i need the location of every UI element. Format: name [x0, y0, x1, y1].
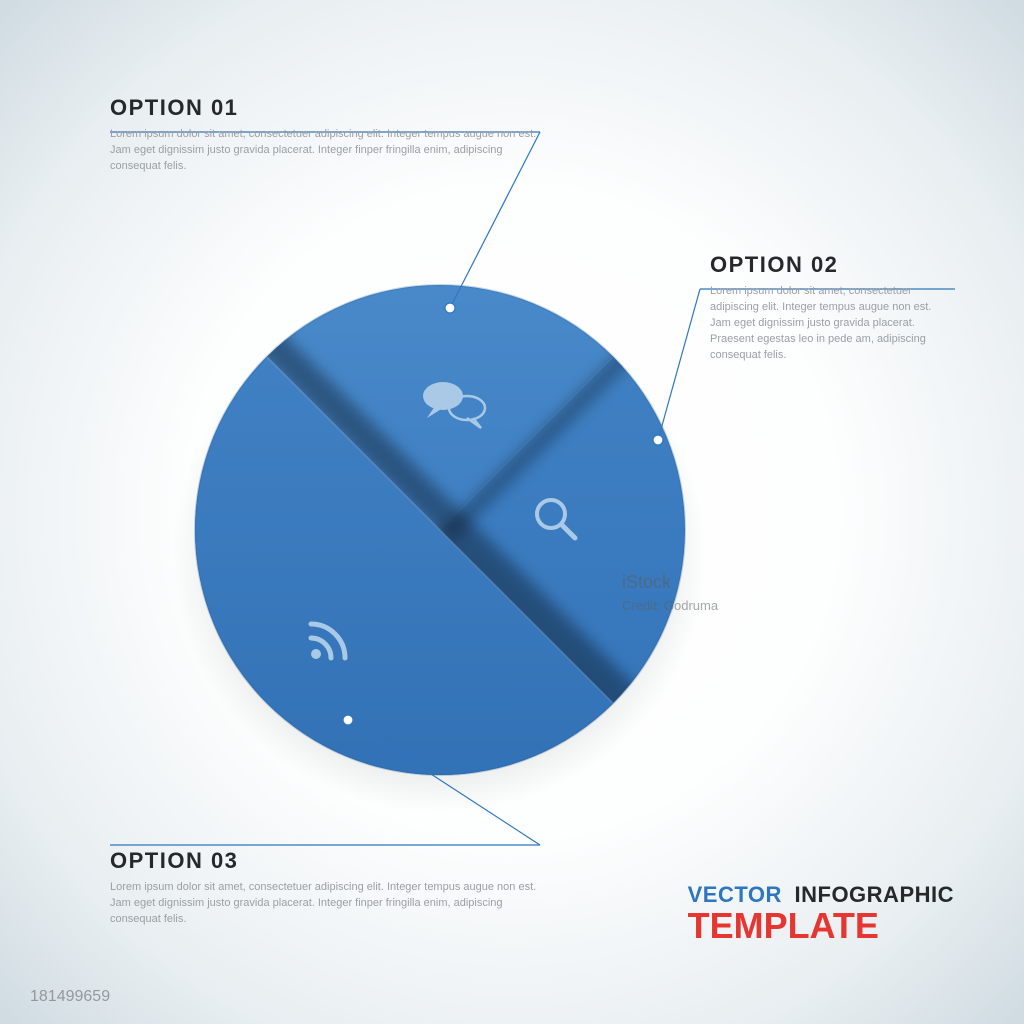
option-title: OPTION 03: [110, 848, 540, 874]
watermark-id: 181499659: [30, 988, 110, 1006]
option-title: OPTION 02: [710, 252, 955, 278]
pie-disc: [22, 120, 852, 950]
option-body: Lorem ipsum dolor sit amet, consectetuer…: [110, 880, 540, 928]
brand-word-1: VECTOR: [688, 882, 782, 907]
option-body: Lorem ipsum dolor sit amet, consectetuer…: [110, 127, 540, 175]
infographic-stage: OPTION 01 Lorem ipsum dolor sit amet, co…: [0, 0, 1024, 1024]
brand-word-3: TEMPLATE: [688, 908, 954, 944]
option-03: OPTION 03 Lorem ipsum dolor sit amet, co…: [110, 848, 540, 928]
option-body: Lorem ipsum dolor sit amet, consectetuer…: [710, 284, 955, 364]
option-02: OPTION 02 Lorem ipsum dolor sit amet, co…: [710, 252, 955, 364]
option-title: OPTION 01: [110, 95, 540, 121]
brand-title: VECTOR INFOGRAPHIC TEMPLATE: [688, 882, 954, 944]
watermark-stock: iStock: [622, 572, 671, 593]
option-01: OPTION 01 Lorem ipsum dolor sit amet, co…: [110, 95, 540, 175]
watermark-credit: Credit: Godruma: [622, 598, 718, 613]
brand-word-2: INFOGRAPHIC: [795, 882, 955, 907]
